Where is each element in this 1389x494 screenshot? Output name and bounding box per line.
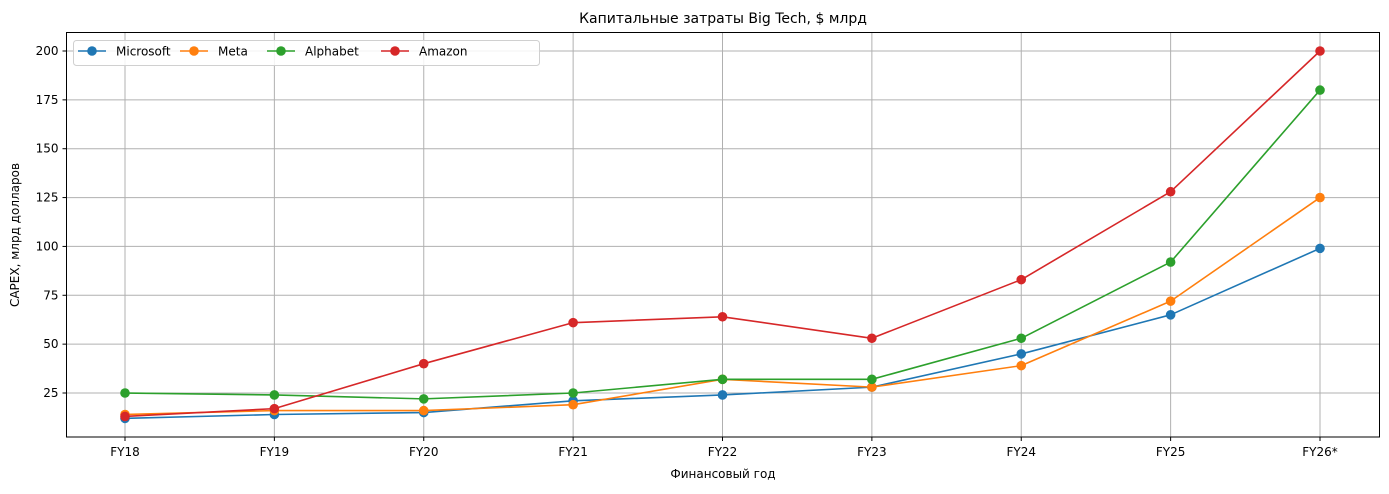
data-point: [120, 411, 130, 422]
x-axis-ticks: FY18 FY19 FY20 FY21 FY22 FY23 FY24 FY25 FY26*: [110, 437, 1338, 459]
data-point: [1315, 243, 1325, 254]
data-point: [717, 390, 728, 400]
x-axis-label: Финансовый год: [670, 467, 775, 481]
data-point: [1016, 360, 1027, 371]
x-tick-label: FY22: [708, 445, 738, 459]
plot-frame: [66, 32, 1380, 438]
x-tick-label: FY24: [1006, 445, 1036, 459]
data-point: [1165, 296, 1176, 306]
series-amazon: [120, 46, 1325, 422]
data-point: [1016, 349, 1027, 359]
legend-marker-icon: [276, 46, 286, 56]
data-point: [867, 333, 877, 344]
x-tick-label: FY21: [558, 445, 588, 459]
legend-marker-icon: [87, 46, 97, 56]
legend-label: Microsoft: [116, 45, 171, 59]
y-tick-label: 100: [36, 239, 59, 253]
y-tick-label: 200: [36, 44, 59, 58]
legend-item-microsoft: Microsoft: [78, 45, 171, 59]
data-point: [418, 394, 429, 404]
data-point: [717, 311, 728, 322]
legend-item-alphabet: Alphabet: [267, 45, 359, 59]
legend-label: Amazon: [419, 45, 468, 59]
legend-marker-icon: [189, 46, 199, 56]
x-tick-label: FY18: [110, 445, 140, 459]
data-point: [1165, 186, 1176, 197]
legend-marker-icon: [390, 46, 400, 56]
data-point: [269, 403, 280, 414]
legend-label: Alphabet: [305, 45, 359, 59]
y-tick-label: 125: [36, 191, 59, 205]
chart-title: Капитальные затраты Big Tech, $ млрд: [579, 11, 867, 27]
legend: Microsoft Meta Alphabet Amazon: [73, 40, 540, 66]
y-tick-label: 150: [36, 142, 59, 156]
series-lines: [120, 46, 1325, 424]
data-point: [1016, 333, 1027, 344]
y-tick-label: 25: [43, 386, 58, 400]
x-tick-label: FY23: [857, 445, 887, 459]
data-point: [1315, 46, 1325, 56]
data-point: [269, 390, 280, 400]
data-point: [568, 317, 578, 328]
x-tick-label: FY25: [1156, 445, 1186, 459]
legend-label: Meta: [218, 45, 248, 59]
data-point: [867, 374, 877, 385]
y-tick-label: 75: [43, 288, 58, 302]
data-point: [1165, 310, 1176, 320]
y-tick-label: 50: [43, 337, 58, 351]
data-point: [418, 405, 429, 416]
data-point: [867, 382, 877, 392]
data-point: [1165, 257, 1176, 267]
data-point: [418, 358, 429, 369]
data-point: [568, 388, 578, 398]
series-alphabet: [120, 85, 1325, 404]
legend-item-meta: Meta: [180, 45, 248, 59]
data-point: [1016, 274, 1027, 285]
x-tick-label: FY19: [260, 445, 290, 459]
grid-lines: [66, 32, 1380, 437]
data-point: [568, 399, 578, 410]
legend-item-amazon: Amazon: [381, 45, 468, 59]
data-point: [717, 374, 728, 385]
y-axis-label: CAPEX, млрд долларов: [8, 163, 22, 307]
data-point: [120, 388, 130, 398]
data-point: [1315, 192, 1325, 203]
y-axis-ticks: 25 50 75 100 125 150 175 200: [36, 44, 67, 400]
y-tick-label: 175: [36, 93, 59, 107]
x-tick-label: FY26*: [1302, 445, 1338, 459]
data-point: [1315, 85, 1325, 95]
x-tick-label: FY20: [409, 445, 439, 459]
